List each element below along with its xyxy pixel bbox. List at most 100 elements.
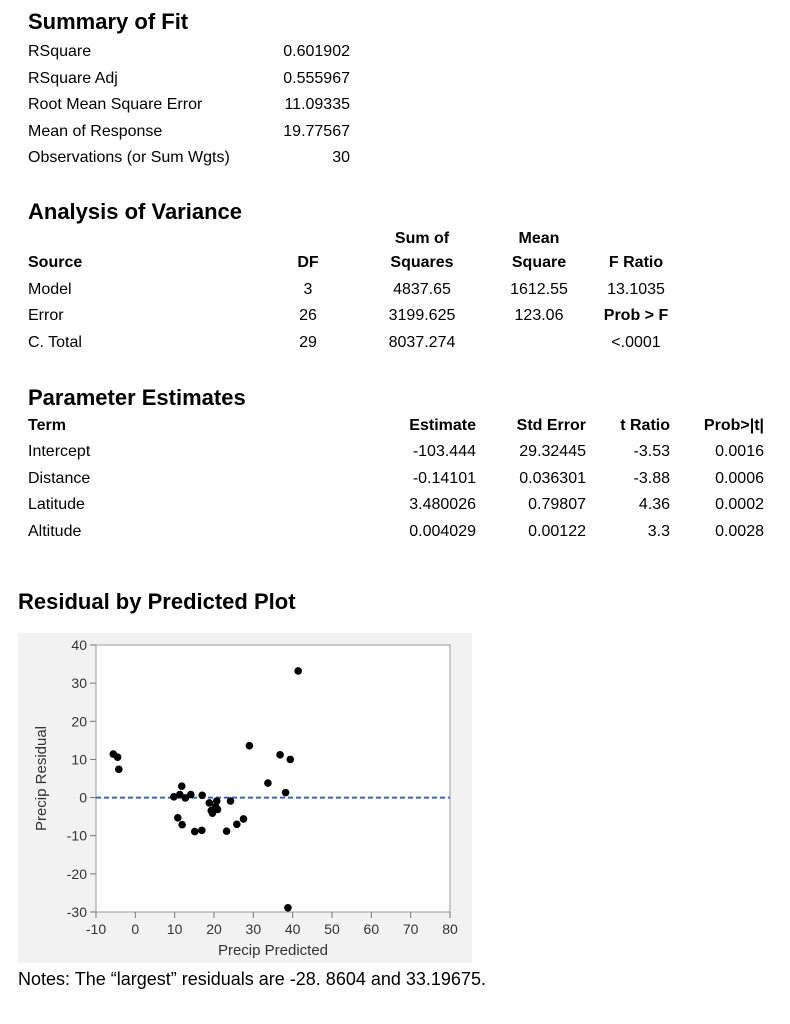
anova-ss: 4837.65 [393,281,451,298]
x-tick-label: 40 [285,921,301,937]
summary-label: RSquare Adj [28,69,118,87]
y-tick-label: 30 [71,675,87,691]
data-point [222,827,231,835]
plot-area [95,644,451,913]
y-tick-label: 20 [71,713,87,729]
plot-title: Residual by Predicted Plot [18,589,296,614]
params-header-term: Term [28,417,66,434]
data-point [239,815,248,823]
anova-source: Model [28,281,72,298]
summary-label: Root Mean Square Error [28,96,203,113]
anova-header-ss-bottom: Squares [390,254,454,271]
data-point [115,765,123,774]
param-std-error: 0.00122 [528,522,586,540]
data-point [264,779,272,787]
param-term: Intercept [28,443,91,460]
y-tick-label: 40 [71,637,87,653]
anova-source: C. Total [28,333,82,351]
y-tick-label: -30 [67,904,87,920]
anova-header-ss-top: Sum of [394,230,450,247]
summary-title: Summary of Fit [28,9,189,34]
data-point [205,799,214,807]
params-title: Parameter Estimates [28,385,246,410]
anova-ss: 3199.625 [388,307,456,325]
x-tick-label: 30 [246,921,262,937]
anova-source: Error [28,307,64,325]
data-point [294,667,302,675]
param-t-ratio: -3.53 [633,443,670,460]
data-point [113,753,122,761]
param-p-value: 0.0006 [715,469,764,487]
anova-df: 3 [303,281,313,298]
params-header-se: Std Error [516,417,586,434]
param-t-ratio: 4.36 [638,496,670,513]
data-point [286,755,295,764]
data-point [233,820,241,829]
param-estimate: 3.480026 [409,496,476,513]
data-point [181,794,190,802]
data-point [198,826,206,835]
x-tick-label: 70 [403,921,419,937]
anova-df: 29 [299,333,317,351]
residual-plot-svg: -30 -20 -10 0 10 20 30 40 -10 0 10 20 30 40 50 60 70 80 Pr… [33,637,458,959]
y-tick-label: 10 [71,751,87,767]
param-p-value: 0.0028 [715,522,764,540]
data-point [276,751,284,759]
data-point [174,813,182,822]
data-point [186,790,195,799]
param-term: Latitude [28,496,85,513]
summary-label: Observations (or Sum Wgts) [28,149,230,166]
data-point [170,793,178,801]
param-std-error: 0.036301 [519,469,586,487]
param-t-ratio: -3.88 [633,469,670,487]
params-header-p: Prob>|t| [703,417,764,434]
param-term: Altitude [28,522,82,540]
anova-header-ms-top: Mean [518,230,560,247]
y-axis-label: Precip Residual [33,726,50,831]
data-point [281,788,290,797]
data-point [175,790,184,799]
data-point [198,791,206,800]
summary-label: Mean of Response [28,122,163,140]
summary-value: 0.555967 [283,69,350,87]
x-tick-label: 20 [206,921,222,937]
data-point [284,904,292,912]
summary-value: 19.77567 [283,122,350,140]
data-point [177,782,186,790]
x-tick-label: 0 [131,921,139,937]
param-p-value: 0.0002 [715,496,764,513]
param-estimate: -0.14101 [412,469,476,487]
anova-ms: 1612.55 [510,281,568,298]
anova-ms: 123.06 [514,307,564,325]
notes-text: Notes: The “largest” residuals are -28. … [18,969,486,989]
x-tick-label: 50 [324,921,340,937]
y-tick-label: -10 [67,828,87,844]
residual-plot: -30 -20 -10 0 10 20 30 40 -10 0 10 20 30 40 50 60 70 80 Pr… [18,633,472,963]
anova-f-column: <.0001 [611,333,661,351]
data-point [226,797,235,805]
param-std-error: 29.32445 [519,443,586,460]
anova-f-column: Prob > F [603,307,669,325]
x-tick-label: -10 [86,921,106,937]
x-axis-label: Precip Predicted [218,942,328,959]
param-p-value: 0.0016 [715,443,764,460]
params-header-estimate: Estimate [409,417,476,434]
param-term: Distance [28,469,91,487]
data-point [190,827,199,836]
summary-label: RSquare [28,43,92,60]
anova-header-source: Source [28,254,83,271]
data-point [212,797,221,805]
x-tick-label: 80 [442,921,458,937]
anova-header-df: DF [297,254,319,271]
param-t-ratio: 3.3 [647,522,670,540]
data-point [245,741,254,750]
param-estimate: -103.444 [412,443,476,460]
summary-value: 30 [332,149,350,166]
summary-value: 11.09335 [284,96,350,113]
anova-f-column: 13.1035 [607,281,665,298]
y-tick-label: 0 [79,790,87,806]
data-point [213,805,222,814]
data-point [178,820,186,829]
param-estimate: 0.004029 [409,522,476,540]
anova-header-f: F Ratio [608,254,664,271]
